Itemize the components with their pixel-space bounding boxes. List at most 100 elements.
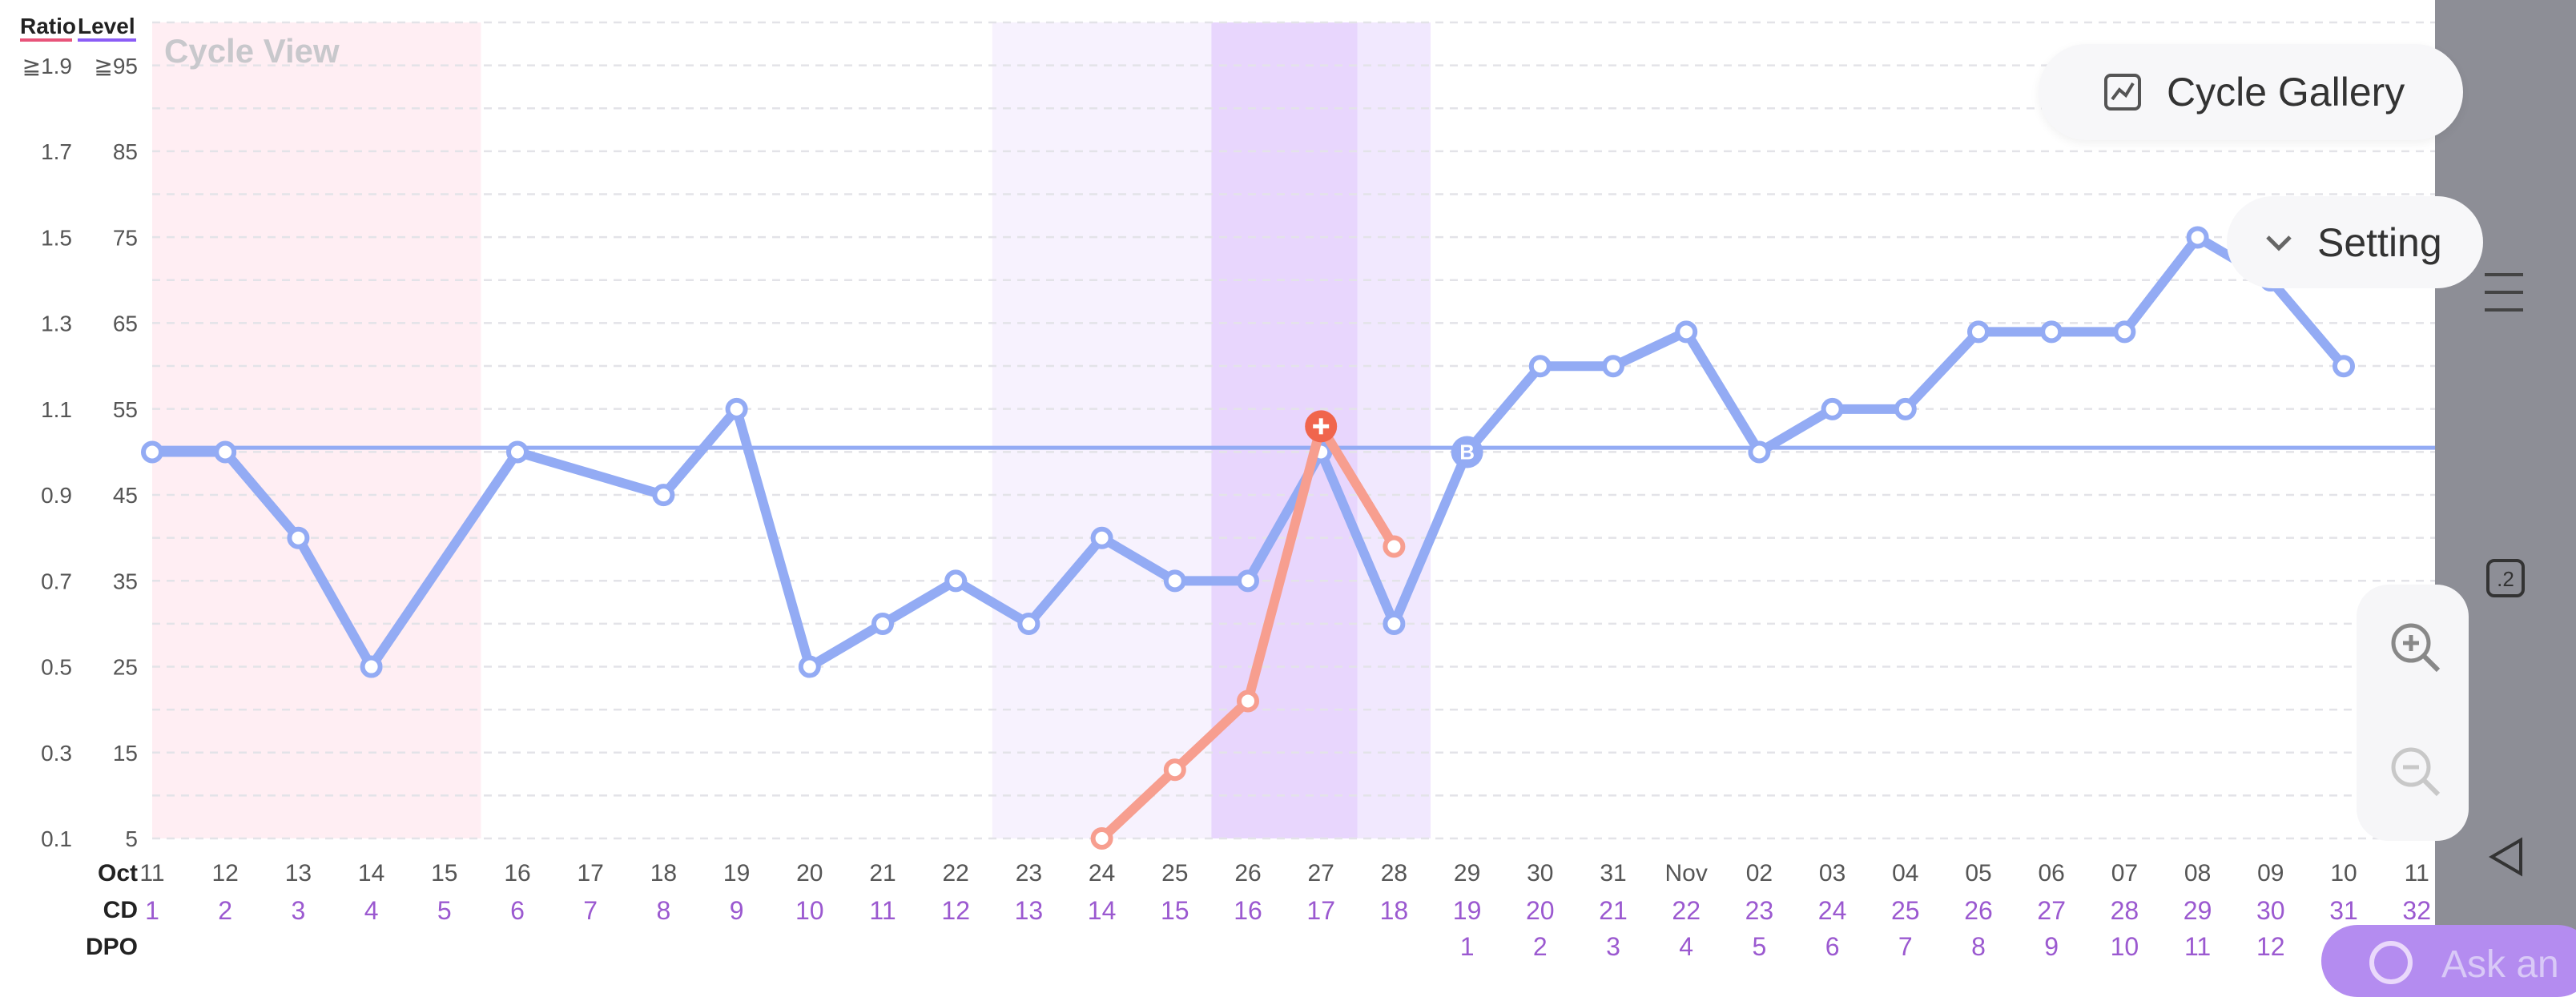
date-label: 26	[1234, 860, 1261, 886]
level-tick-label: 55	[113, 397, 138, 422]
cd-label: 13	[1015, 896, 1044, 925]
baseline-marker	[1451, 436, 1483, 468]
date-label: 02	[1746, 860, 1773, 886]
data-point-1	[141, 440, 163, 464]
chart-title: Cycle View	[164, 32, 340, 70]
cd-label: 30	[2256, 896, 2285, 925]
data-point-1	[287, 526, 310, 549]
date-label: 28	[1381, 860, 1407, 886]
ratio-axis-label: Ratio	[20, 14, 76, 38]
cd-label: 12	[941, 896, 970, 925]
phase-region-2	[992, 22, 1212, 838]
dpo-label: 9	[2044, 932, 2059, 961]
level-tick-label: 45	[113, 483, 138, 508]
dpo-label: 12	[2256, 932, 2285, 961]
ask-label: Ask an	[2441, 943, 2559, 986]
menu-icon[interactable]	[2481, 268, 2526, 316]
data-point-2	[1237, 689, 1259, 713]
cd-label: 29	[2184, 896, 2212, 925]
date-label: 15	[431, 860, 457, 886]
cd-label: 6	[510, 896, 525, 925]
cd-label: 24	[1818, 896, 1847, 925]
date-label: 12	[212, 860, 239, 886]
cd-label: 19	[1453, 896, 1482, 925]
ratio-tick-label: 0.5	[41, 655, 72, 680]
date-label: 11	[139, 860, 164, 886]
chart-gallery-icon	[2104, 74, 2141, 111]
dpo-label: 2	[1533, 932, 1548, 961]
data-point-1	[1748, 440, 1771, 464]
date-label: 27	[1308, 860, 1334, 886]
level-tick-label: 15	[113, 741, 138, 766]
date-label: 10	[2330, 860, 2357, 886]
date-label: 24	[1089, 860, 1115, 886]
data-point-2	[1163, 758, 1186, 782]
dpo-label: 4	[1679, 932, 1693, 961]
data-point-1	[1967, 320, 1990, 344]
level-tick-label: 5	[125, 826, 138, 851]
cd-label: 25	[1891, 896, 1920, 925]
date-label: 30	[1527, 860, 1553, 886]
cd-label: 32	[2402, 896, 2431, 925]
date-label: 13	[285, 860, 312, 886]
ask-button[interactable]: Ask an	[2321, 925, 2576, 997]
date-label: 22	[943, 860, 969, 886]
baseline-marker-letter: B	[1459, 440, 1475, 464]
cd-label: 23	[1745, 896, 1774, 925]
cd-label: 26	[1964, 896, 1993, 925]
data-point-2	[1383, 535, 1406, 558]
data-point-1	[871, 612, 894, 635]
cd-label: 28	[2111, 896, 2139, 925]
date-label: 05	[1965, 860, 1991, 886]
date-label: 16	[504, 860, 530, 886]
date-label: 25	[1161, 860, 1188, 886]
scale-icon[interactable]: .2	[2485, 558, 2526, 598]
data-point-2	[1090, 827, 1113, 850]
level-axis-label: Level	[78, 14, 135, 38]
data-point-1	[652, 484, 675, 507]
cd-label: 16	[1234, 896, 1262, 925]
setting-label: Setting	[2317, 219, 2442, 265]
date-label: 19	[723, 860, 750, 886]
ratio-tick-label: 1.3	[41, 312, 72, 336]
ratio-tick-label: 0.7	[41, 569, 72, 593]
data-point-1	[2040, 320, 2063, 344]
cd-label: 9	[730, 896, 744, 925]
data-point-1	[2113, 320, 2136, 344]
dpo-label: 8	[1971, 932, 1986, 961]
data-point-1	[1894, 397, 1917, 420]
chevron-down-icon	[2266, 235, 2292, 251]
level-tick-label: 85	[113, 139, 138, 164]
date-label: 17	[578, 860, 604, 886]
cd-label: 10	[795, 896, 824, 925]
cd-row-label: CD	[103, 897, 138, 923]
cd-label: 18	[1380, 896, 1409, 925]
dpo-label: 3	[1606, 932, 1620, 961]
date-label: 08	[2184, 860, 2211, 886]
setting-button[interactable]: Setting	[2227, 196, 2483, 288]
cycle-gallery-button[interactable]: Cycle Gallery	[2039, 44, 2463, 140]
data-point-1	[1821, 397, 1844, 420]
ratio-tick-label: ≧1.9	[22, 54, 72, 78]
data-point-1	[1163, 569, 1186, 593]
zoom-out-icon[interactable]	[2389, 745, 2445, 801]
data-point-1	[1017, 612, 1040, 635]
zoom-controls	[2357, 585, 2469, 841]
date-label: 31	[1600, 860, 1626, 886]
cd-label: 7	[583, 896, 598, 925]
month-row-label: Oct	[98, 860, 138, 886]
phase-region-1	[152, 22, 481, 838]
cd-label: 31	[2329, 896, 2358, 925]
ratio-tick-label: 1.1	[41, 397, 72, 422]
zoom-in-icon[interactable]	[2389, 621, 2445, 677]
ratio-tick-label: 0.9	[41, 483, 72, 508]
date-label: 20	[796, 860, 823, 886]
cd-label: 4	[364, 896, 379, 925]
data-point-1	[1528, 355, 1552, 378]
level-tick-label: 75	[113, 225, 138, 250]
cd-label: 11	[869, 896, 896, 925]
dpo-label: 11	[2184, 932, 2211, 961]
back-triangle-icon[interactable]	[2487, 837, 2526, 877]
